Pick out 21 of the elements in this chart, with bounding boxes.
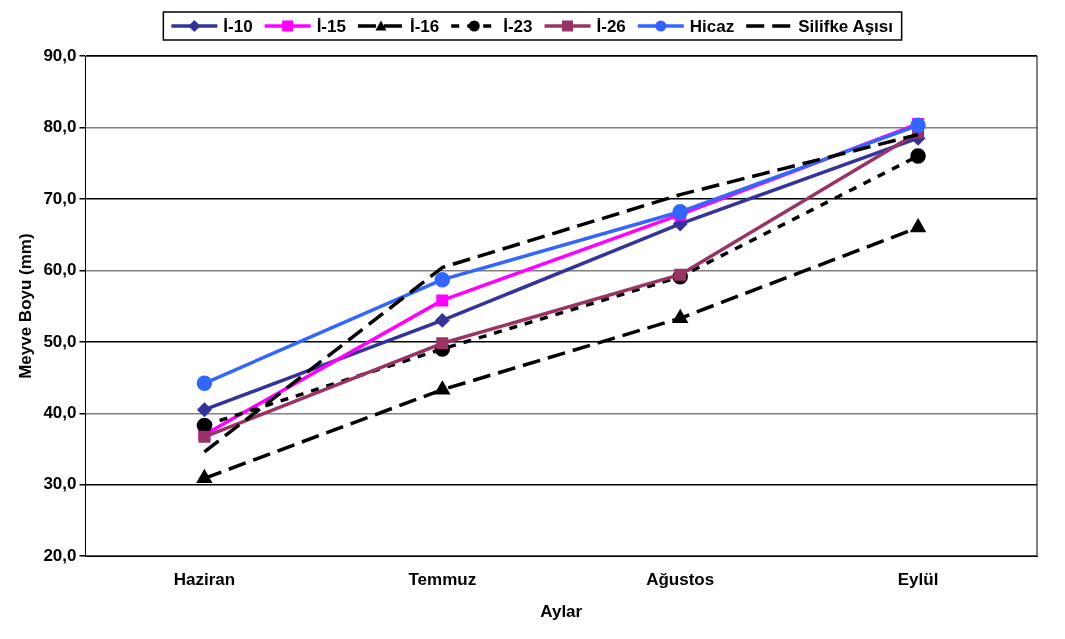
y-tick-label: 70,0 — [43, 188, 77, 208]
y-tick-label: 80,0 — [43, 117, 77, 137]
legend-label: İ-10 — [223, 16, 253, 36]
x-tick-label: Ağustos — [646, 570, 715, 590]
legend-label: İ-16 — [409, 16, 440, 36]
legend-label: Silifke Aşısı — [798, 16, 894, 36]
legend-label: Hicaz — [689, 16, 735, 36]
y-axis-title: Meyve Boyu (mm) — [15, 233, 35, 379]
x-tick-label: Temmuz — [408, 570, 477, 590]
x-axis-title: Aylar — [540, 602, 583, 622]
y-tick-label: 40,0 — [43, 402, 77, 422]
legend-label: İ-15 — [316, 16, 346, 36]
y-tick-label: 60,0 — [43, 260, 77, 280]
y-tick-label: 50,0 — [43, 331, 77, 351]
legend-label: İ-23 — [503, 16, 533, 36]
legend-label: İ-26 — [596, 16, 626, 36]
y-tick-label: 30,0 — [43, 474, 77, 494]
x-tick-label: Haziran — [173, 570, 236, 590]
y-tick-label: 20,0 — [43, 545, 77, 565]
y-tick-label: 90,0 — [43, 45, 77, 65]
x-tick-label: Eylül — [897, 570, 939, 590]
